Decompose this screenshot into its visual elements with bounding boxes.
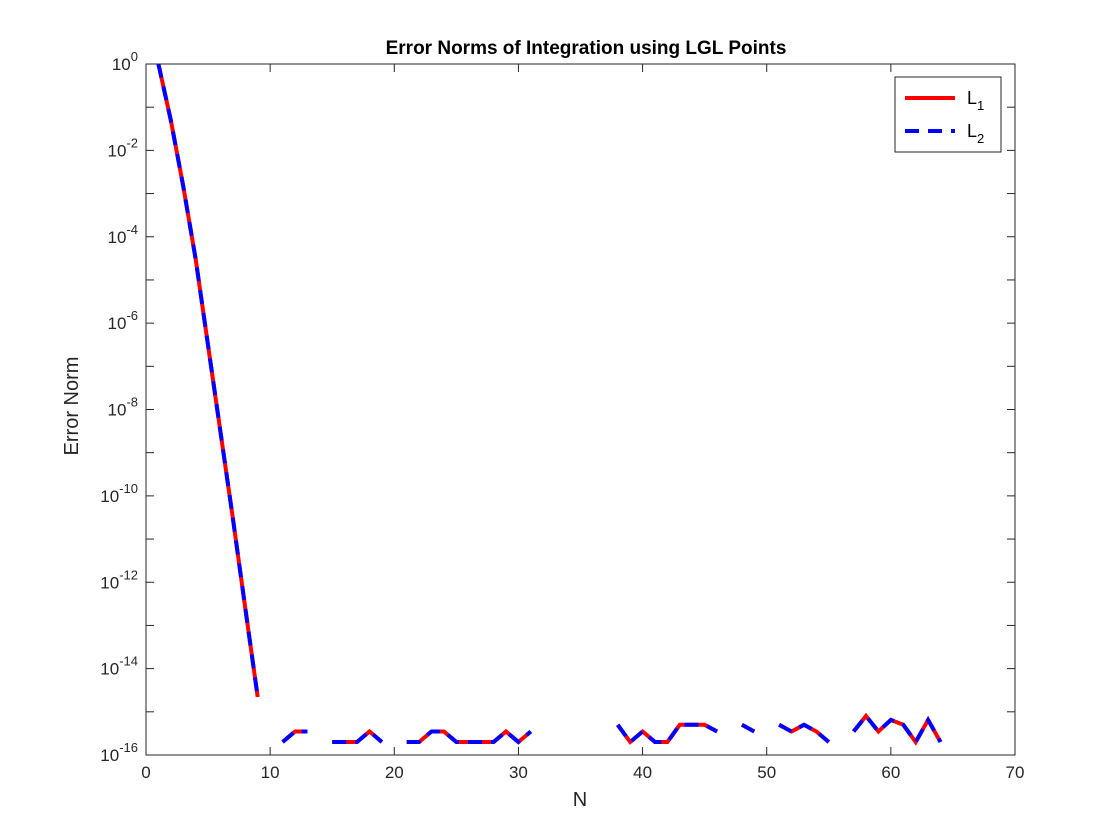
legend-box xyxy=(894,76,1002,153)
y-tick-label: 10-8 xyxy=(108,395,138,420)
x-tick-label: 20 xyxy=(385,763,404,782)
x-tick-label: 0 xyxy=(141,763,150,782)
y-tick-base: 10 xyxy=(100,660,119,679)
x-tick-label: 40 xyxy=(633,763,652,782)
legend-label: L1 xyxy=(967,88,984,113)
y-tick-exponent: -16 xyxy=(119,740,138,755)
y-tick-base: 10 xyxy=(108,401,127,420)
y-tick-label: 10-16 xyxy=(100,740,138,765)
x-tick-label: 70 xyxy=(1006,763,1025,782)
y-tick-base: 10 xyxy=(100,573,119,592)
legend-label-subscript: 2 xyxy=(977,131,984,146)
y-tick-exponent: -12 xyxy=(119,567,138,582)
series-segment xyxy=(852,712,943,746)
y-tick-base: 10 xyxy=(108,141,127,160)
x-tick-label: 50 xyxy=(757,763,776,782)
series-line xyxy=(156,63,943,746)
x-tick-label: 10 xyxy=(261,763,280,782)
legend-label-base: L xyxy=(967,88,977,108)
x-tick-label: 60 xyxy=(881,763,900,782)
y-tick-base: 10 xyxy=(112,55,131,74)
series-segment xyxy=(406,728,533,745)
y-tick-base: 10 xyxy=(100,746,119,765)
legend-label-base: L xyxy=(967,121,977,141)
y-tick-label: 10-12 xyxy=(100,567,138,592)
legend-label-subscript: 1 xyxy=(977,98,984,113)
series-segment xyxy=(332,728,384,744)
y-tick-exponent: -2 xyxy=(126,135,138,150)
series-segment xyxy=(156,63,260,698)
x-axis-label: N xyxy=(573,789,587,811)
series-segment xyxy=(281,729,308,744)
legend-label: L2 xyxy=(967,121,984,146)
y-tick-label: 10-6 xyxy=(108,308,138,333)
x-tick-label: 30 xyxy=(509,763,528,782)
y-tick-base: 10 xyxy=(108,228,127,247)
series-segment xyxy=(616,722,719,745)
series-segment xyxy=(740,723,756,734)
y-axis-label: Error Norm xyxy=(61,357,83,456)
y-tick-exponent: 0 xyxy=(131,49,138,64)
y-tick-base: 10 xyxy=(100,487,119,506)
y-tick-label: 10-2 xyxy=(108,135,138,160)
y-tick-label: 10-4 xyxy=(108,222,138,247)
y-tick-exponent: -8 xyxy=(126,395,138,410)
y-tick-exponent: -4 xyxy=(126,222,138,237)
y-tick-label: 10-10 xyxy=(100,481,138,506)
y-tick-exponent: -14 xyxy=(119,654,138,669)
chart-title: Error Norms of Integration using LGL Poi… xyxy=(386,38,787,59)
y-tick-base: 10 xyxy=(108,314,127,333)
y-tick-exponent: -6 xyxy=(126,308,138,323)
y-tick-label: 100 xyxy=(112,49,138,74)
series-segment xyxy=(778,722,831,744)
y-tick-exponent: -10 xyxy=(119,481,138,496)
plot-area: 0 10 20 30 40 50 60 7010010-210-410-610-810-101… xyxy=(100,49,1024,782)
y-tick-label: 10-14 xyxy=(100,654,138,679)
